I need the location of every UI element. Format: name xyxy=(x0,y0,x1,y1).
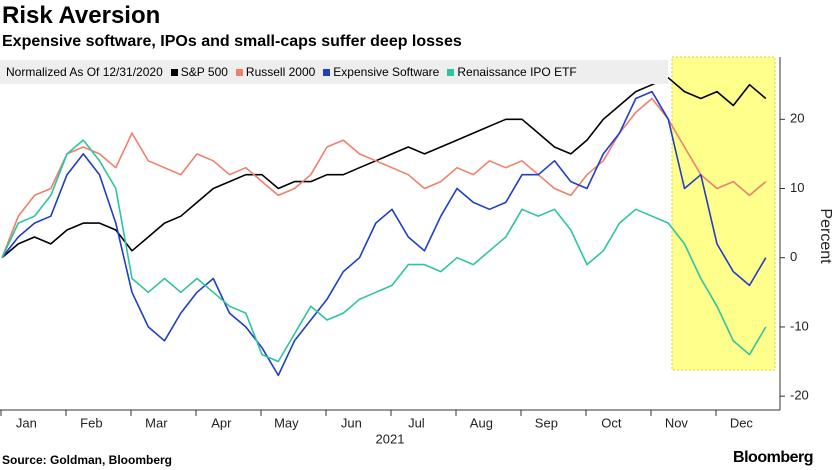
x-tick-label: Jun xyxy=(341,415,362,430)
legend: Normalized As Of 12/31/2020 S&P 500 Russel… xyxy=(0,60,668,84)
x-tick-label: Oct xyxy=(601,415,622,430)
x-tick-label: May xyxy=(274,415,299,430)
line xyxy=(1,90,767,377)
x-tick-label: Sep xyxy=(535,415,558,430)
line xyxy=(1,139,767,363)
legend-title: Normalized As Of 12/31/2020 xyxy=(6,65,163,79)
x-tick-label: Aug xyxy=(470,415,493,430)
legend-label: Expensive Software xyxy=(333,65,440,79)
legend-item: Renaissance IPO ETF xyxy=(447,65,577,79)
legend-swatch xyxy=(323,68,331,76)
legend-swatch xyxy=(235,68,243,76)
y-tick-label: 10 xyxy=(790,180,804,195)
x-axis-label: 2021 xyxy=(376,431,405,446)
brand: Bloomberg xyxy=(733,449,813,466)
legend-swatch xyxy=(170,68,178,76)
x-tick-label: Dec xyxy=(730,415,754,430)
y-tick-label: 0 xyxy=(790,249,797,264)
legend-item: Expensive Software xyxy=(323,65,439,79)
legend-item: Russell 2000 xyxy=(235,65,316,79)
legend-swatch xyxy=(447,68,455,76)
chart-subtitle: Expensive software, IPOs and small-caps … xyxy=(2,33,462,50)
y-tick-label: 20 xyxy=(790,111,804,126)
source: Source: Goldman, Bloomberg xyxy=(2,453,173,467)
y-tick-label: -20 xyxy=(790,388,809,403)
line xyxy=(1,77,767,259)
legend-label: S&P 500 xyxy=(180,65,228,79)
x-tick-label: Jan xyxy=(16,415,37,430)
x-tick-label: Nov xyxy=(665,415,689,430)
highlight xyxy=(671,56,776,371)
x-tick-label: Jul xyxy=(408,415,425,430)
x-tick-label: Mar xyxy=(145,415,168,430)
x-tick-label: Apr xyxy=(211,415,232,430)
legend-label: Renaissance IPO ETF xyxy=(457,65,577,79)
y-axis-label: Percent xyxy=(817,208,834,264)
x-tick-label: Feb xyxy=(80,415,102,430)
legend-item: S&P 500 xyxy=(170,65,228,79)
chart-title: Risk Aversion xyxy=(2,2,161,29)
y-tick-label: -10 xyxy=(790,318,809,333)
legend-label: Russell 2000 xyxy=(245,65,316,79)
line xyxy=(1,97,767,258)
